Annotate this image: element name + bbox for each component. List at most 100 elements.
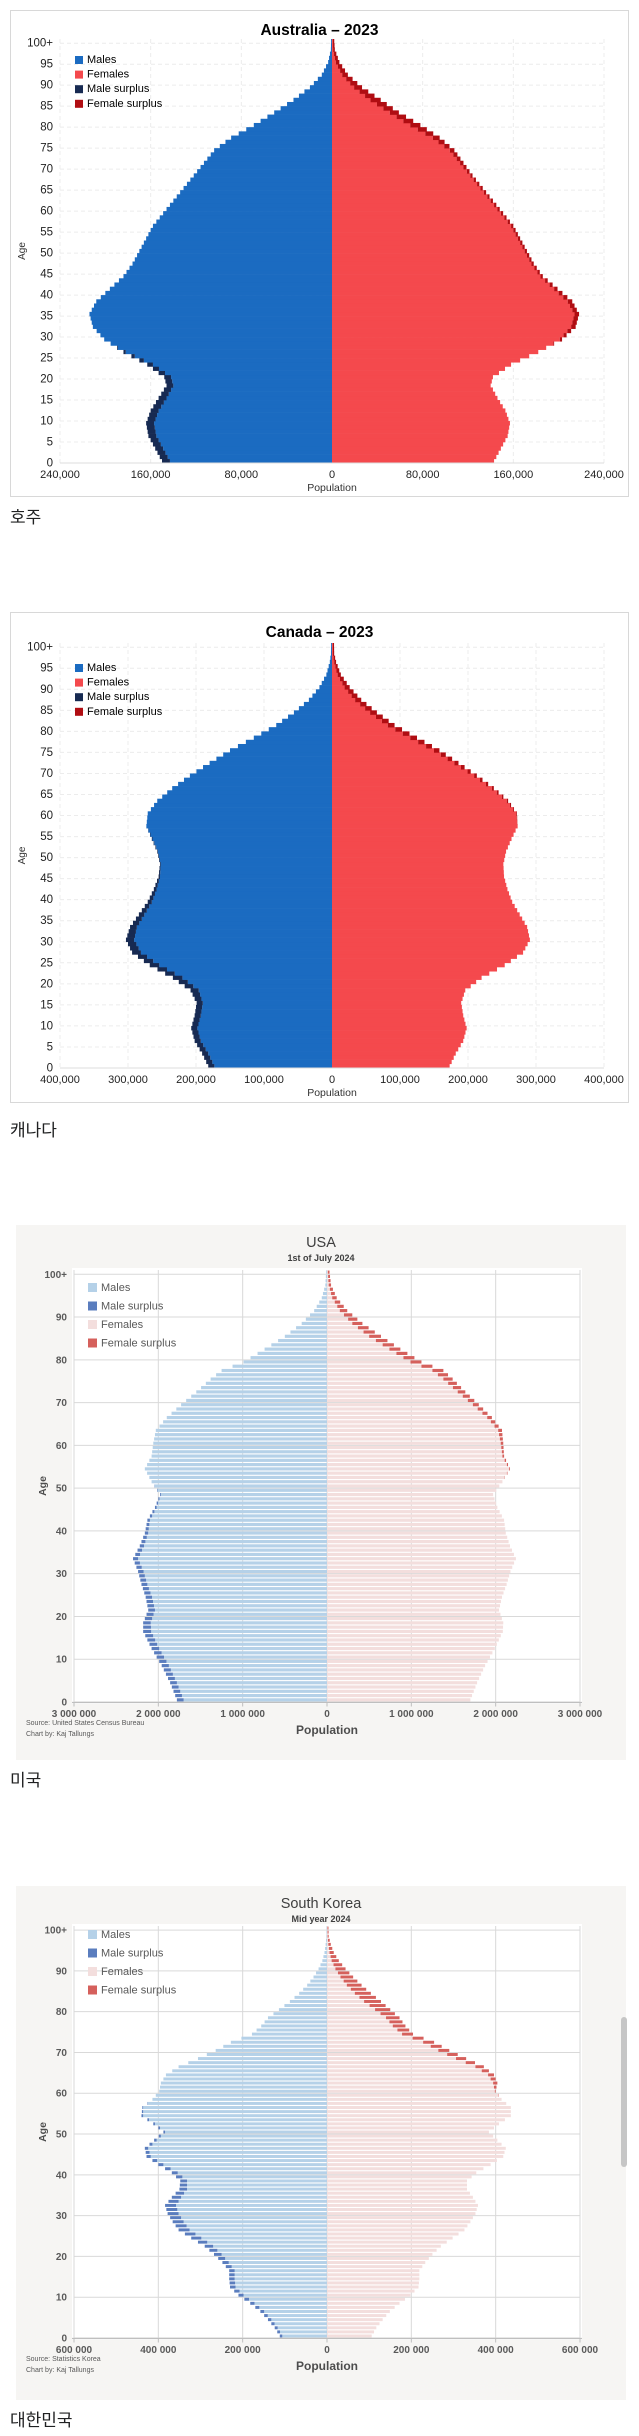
svg-text:300,000: 300,000 — [516, 1074, 556, 1086]
svg-text:2 000 000: 2 000 000 — [473, 1709, 518, 1720]
legend-swatch-female_surplus — [75, 99, 83, 108]
legend-swatch-male_surplus — [88, 1948, 97, 1958]
svg-text:20: 20 — [40, 978, 53, 990]
x-tick-labels: 400,000 300,000 200,000 100,000 0 100,000 200,… — [40, 1074, 624, 1086]
svg-text:5: 5 — [47, 1041, 53, 1053]
axis-label-population: Population — [307, 482, 357, 494]
legend: Males Females Male surplus Female surplus — [75, 662, 163, 718]
svg-text:85: 85 — [40, 705, 53, 717]
svg-text:45: 45 — [40, 269, 53, 281]
svg-text:200 000: 200 000 — [225, 2345, 262, 2356]
svg-text:90: 90 — [56, 1313, 68, 1324]
scrollbar-thumb[interactable] — [621, 2017, 627, 2167]
svg-text:60: 60 — [56, 2089, 68, 2100]
svg-text:20: 20 — [56, 1612, 68, 1623]
svg-text:100+: 100+ — [27, 38, 53, 50]
svg-text:10: 10 — [56, 1655, 68, 1666]
legend-label: Male surplus — [87, 691, 150, 703]
svg-text:95: 95 — [40, 663, 53, 675]
svg-text:0: 0 — [47, 1063, 53, 1075]
svg-text:200 000: 200 000 — [393, 2345, 430, 2356]
svg-text:30: 30 — [56, 1569, 68, 1580]
svg-text:35: 35 — [40, 311, 53, 323]
legend-swatch-female_surplus — [88, 1985, 97, 1995]
svg-text:80,000: 80,000 — [406, 469, 440, 481]
legend-label: Female surplus — [87, 98, 163, 110]
chart-card-south-korea: 600 000 400 000 200 000 0 200 000 400 000 600 … — [16, 1886, 626, 2400]
svg-text:55: 55 — [40, 831, 53, 843]
legend-label: Males — [101, 1282, 131, 1294]
svg-text:300,000: 300,000 — [108, 1074, 148, 1086]
svg-text:Source: Statistics Korea: Source: Statistics Korea — [26, 2356, 101, 2363]
svg-text:200,000: 200,000 — [176, 1074, 216, 1086]
svg-text:85: 85 — [40, 101, 53, 113]
x-tick-labels: 600 000 400 000 200 000 0 200 000 400 000 600 … — [56, 2345, 599, 2356]
pyramid-chart-usa: 3 000 000 2 000 000 1 000 000 0 1 000 000 2 0… — [26, 1268, 603, 1738]
svg-text:Chart by: Kaj Tallungs: Chart by: Kaj Tallungs — [26, 2367, 94, 2374]
svg-text:80: 80 — [56, 2007, 68, 2018]
svg-text:15: 15 — [40, 999, 53, 1011]
svg-text:400,000: 400,000 — [40, 1074, 80, 1086]
svg-text:160,000: 160,000 — [131, 469, 171, 481]
caption-south-korea: 대한민국 — [10, 2411, 73, 2430]
svg-text:10: 10 — [56, 2293, 68, 2304]
svg-text:75: 75 — [40, 143, 53, 155]
svg-text:80: 80 — [40, 726, 53, 738]
pyramid-chart-south-korea: 600 000 400 000 200 000 0 200 000 400 000 600 … — [26, 1924, 599, 2374]
legend-swatch-male_surplus — [75, 85, 83, 94]
axis-label-age: Age — [37, 1476, 49, 1496]
legend-label: Female surplus — [101, 1338, 177, 1350]
svg-text:2 000 000: 2 000 000 — [136, 1709, 181, 1720]
svg-text:3 000 000: 3 000 000 — [52, 1709, 97, 1720]
svg-text:95: 95 — [40, 59, 53, 71]
y-tick-labels: 0 10 20 30 40 50 60 70 80 90 100+ — [44, 1926, 67, 2345]
svg-text:70: 70 — [56, 1398, 68, 1409]
legend-label: Females — [87, 677, 130, 689]
svg-text:160,000: 160,000 — [493, 469, 533, 481]
svg-text:1 000 000: 1 000 000 — [220, 1709, 265, 1720]
svg-text:50: 50 — [40, 852, 53, 864]
svg-text:60: 60 — [40, 810, 53, 822]
svg-text:1 000 000: 1 000 000 — [389, 1709, 434, 1720]
legend-label: Male surplus — [101, 1301, 164, 1313]
legend-swatch-females — [88, 1967, 97, 1976]
svg-text:50: 50 — [56, 1484, 68, 1495]
svg-text:10: 10 — [40, 416, 53, 428]
svg-text:80: 80 — [40, 122, 53, 134]
svg-text:50: 50 — [40, 248, 53, 260]
svg-text:400 000: 400 000 — [140, 2345, 177, 2356]
svg-text:600 000: 600 000 — [56, 2345, 93, 2356]
chart-card-canada: 400,000 300,000 200,000 100,000 0 100,000 200,… — [10, 612, 629, 1103]
source-lines: Source: Statistics Korea Chart by: Kaj Ta… — [26, 2356, 101, 2374]
svg-text:30: 30 — [40, 332, 53, 344]
svg-text:45: 45 — [40, 873, 53, 885]
svg-text:40: 40 — [40, 290, 53, 302]
svg-text:600 000: 600 000 — [562, 2345, 599, 2356]
legend-label: Males — [101, 1929, 131, 1941]
svg-text:3 000 000: 3 000 000 — [558, 1709, 603, 1720]
svg-text:20: 20 — [40, 374, 53, 386]
svg-text:40: 40 — [56, 1526, 68, 1537]
chart-card-usa: 3 000 000 2 000 000 1 000 000 0 1 000 000 2 0… — [16, 1225, 626, 1760]
legend-swatch-female_surplus — [75, 707, 83, 716]
chart-title-usa: USA — [306, 1235, 336, 1251]
pyramid-bars — [89, 39, 580, 464]
legend-swatch-female_surplus — [88, 1338, 97, 1348]
axis-label-age: Age — [17, 846, 28, 864]
y-tick-labels: 0 5 10 15 20 25 30 35 40 45 50 55 60 65 70 75 80 85 90 95 10… — [27, 642, 53, 1075]
legend-swatch-males — [75, 664, 83, 672]
svg-text:70: 70 — [40, 768, 53, 780]
caption-australia: 호주 — [10, 508, 42, 527]
legend-swatch-females — [75, 678, 83, 687]
svg-text:30: 30 — [56, 2211, 68, 2222]
svg-text:100,000: 100,000 — [380, 1074, 420, 1086]
source-lines: Source: United States Census Bureau Chart… — [26, 1720, 144, 1738]
pyramid-bars — [125, 643, 530, 1069]
caption-canada: 캐나다 — [10, 1121, 57, 1140]
chart-title-australia: Australia – 2023 — [260, 22, 379, 39]
svg-text:5: 5 — [47, 437, 53, 449]
svg-text:40: 40 — [40, 894, 53, 906]
svg-text:100+: 100+ — [44, 1926, 67, 1937]
svg-text:0: 0 — [61, 1698, 67, 1709]
legend: Males Male surplus Females Female surplus — [88, 1282, 177, 1350]
